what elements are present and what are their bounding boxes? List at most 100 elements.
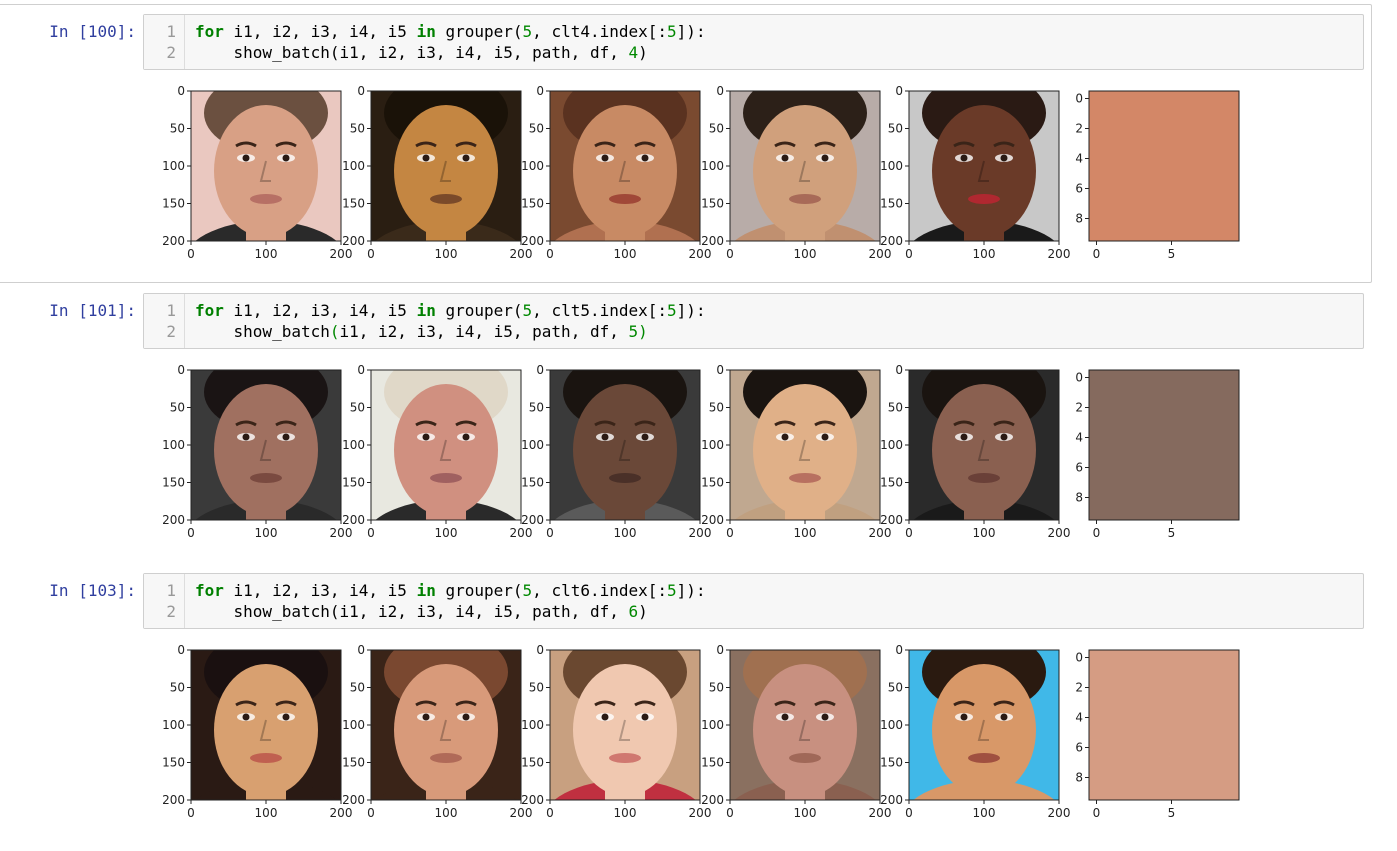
y-tick-label: 0 xyxy=(1075,92,1083,106)
x-tick-label: 100 xyxy=(614,247,637,261)
y-tick-label: 50 xyxy=(350,401,365,415)
y-tick-label: 0 xyxy=(536,643,544,657)
dominant-color-swatch: 0 2 4 6 8 0 5 xyxy=(1075,649,1240,820)
x-tick-label: 0 xyxy=(905,806,913,820)
code-text: , clt6.index[: xyxy=(532,581,668,600)
y-tick-label: 100 xyxy=(521,718,544,732)
x-tick-label: 100 xyxy=(435,526,458,540)
code-line[interactable]: show_batch(i1, i2, i3, i4, i5, path, df,… xyxy=(195,601,648,622)
x-tick-label: 0 xyxy=(726,806,734,820)
y-tick-label: 50 xyxy=(888,122,903,136)
cell-output: 0 50 100 150 200 0 100 200 0 50 100 150 200 0 100 200 0 5… xyxy=(143,77,1364,267)
code-line[interactable]: for i1, i2, i3, i4, i5 in grouper(5, clt… xyxy=(195,21,706,42)
x-tick-label: 200 xyxy=(689,247,712,261)
code-line[interactable]: show_batch(i1, i2, i3, i4, i5, path, df,… xyxy=(195,42,648,63)
y-tick-label: 50 xyxy=(350,681,365,695)
x-tick-label: 0 xyxy=(905,247,913,261)
code-editor[interactable]: 1 2 for i1, i2, i3, i4, i5 in grouper(5, c… xyxy=(143,14,1364,70)
y-tick-label: 50 xyxy=(888,401,903,415)
y-tick-label: 50 xyxy=(170,681,185,695)
code-editor[interactable]: 1 2 for i1, i2, i3, i4, i5 in grouper(5, c… xyxy=(143,293,1364,349)
y-tick-label: 0 xyxy=(895,363,903,377)
x-tick-label: 100 xyxy=(794,247,817,261)
code-line[interactable]: show_batch(i1, i2, i3, i4, i5, path, df,… xyxy=(195,321,648,342)
line-number: 1 xyxy=(166,581,176,600)
y-tick-label: 100 xyxy=(880,159,903,173)
y-tick-label: 2 xyxy=(1075,401,1083,415)
code-literal: 5 xyxy=(522,22,533,41)
face-young-man xyxy=(730,91,880,241)
line-number: 2 xyxy=(166,602,176,621)
y-tick-label: 100 xyxy=(162,159,185,173)
x-tick-label: 0 xyxy=(367,247,375,261)
line-number: 1 xyxy=(166,301,176,320)
y-tick-label: 150 xyxy=(162,476,185,490)
face-man-blurry xyxy=(730,650,880,800)
line-number: 2 xyxy=(166,43,176,62)
y-tick-label: 50 xyxy=(350,122,365,136)
y-tick-label: 200 xyxy=(521,513,544,527)
x-tick-label: 0 xyxy=(546,526,554,540)
x-tick-label: 200 xyxy=(1048,806,1071,820)
x-tick-label: 200 xyxy=(510,526,533,540)
code-text: show_batch xyxy=(195,322,330,341)
y-tick-label: 6 xyxy=(1075,182,1083,196)
y-tick-label: 50 xyxy=(709,401,724,415)
x-tick-label: 0 xyxy=(546,806,554,820)
face-man-blond xyxy=(371,370,521,520)
x-tick-label: 200 xyxy=(869,526,892,540)
y-tick-label: 100 xyxy=(701,718,724,732)
face-woman-smile xyxy=(550,91,700,241)
code-line[interactable]: for i1, i2, i3, i4, i5 in grouper(5, clt… xyxy=(195,580,706,601)
code-keyword: for xyxy=(195,22,224,41)
code-text: , clt4.index[: xyxy=(532,22,668,41)
y-tick-label: 0 xyxy=(357,643,365,657)
y-tick-label: 200 xyxy=(342,234,365,248)
line-number-gutter xyxy=(144,574,185,628)
y-tick-label: 150 xyxy=(342,476,365,490)
code-literal: 5 xyxy=(667,22,677,41)
face-man-beard xyxy=(371,91,521,241)
code-line[interactable]: for i1, i2, i3, i4, i5 in grouper(5, clt… xyxy=(195,300,706,321)
y-tick-label: 200 xyxy=(880,234,903,248)
x-tick-label: 200 xyxy=(869,806,892,820)
x-tick-label: 5 xyxy=(1168,526,1176,540)
y-tick-label: 0 xyxy=(1075,651,1083,665)
code-editor[interactable]: 1 2 for i1, i2, i3, i4, i5 in grouper(5, c… xyxy=(143,573,1364,629)
notebook-cell[interactable]: In [101]: 1 2 for i1, i2, i3, i4, i5 in gro… xyxy=(0,284,1372,556)
y-tick-label: 100 xyxy=(701,438,724,452)
code-literal: 5 xyxy=(522,581,533,600)
y-tick-label: 150 xyxy=(701,197,724,211)
y-tick-label: 0 xyxy=(716,363,724,377)
y-tick-label: 100 xyxy=(701,159,724,173)
y-tick-label: 100 xyxy=(162,438,185,452)
y-tick-label: 8 xyxy=(1075,491,1083,505)
y-tick-label: 200 xyxy=(521,234,544,248)
face-boy-smile xyxy=(909,650,1059,800)
y-tick-label: 100 xyxy=(342,718,365,732)
notebook-cell[interactable]: In [100]: 1 2 for i1, i2, i3, i4, i5 in gro… xyxy=(0,4,1372,283)
code-text: ) xyxy=(638,602,648,621)
y-tick-label: 150 xyxy=(701,476,724,490)
code-text: i1, i2, i3, i4, i5 xyxy=(223,301,417,320)
y-tick-label: 200 xyxy=(880,513,903,527)
y-tick-label: 100 xyxy=(342,159,365,173)
x-tick-label: 200 xyxy=(1048,526,1071,540)
y-tick-label: 8 xyxy=(1075,212,1083,226)
cell-output: 0 50 100 150 200 0 100 200 0 50 100 150 200 0 100 200 0 5… xyxy=(143,356,1364,546)
notebook-cell[interactable]: In [103]: 1 2 for i1, i2, i3, i4, i5 in gro… xyxy=(0,564,1372,836)
x-tick-label: 200 xyxy=(689,526,712,540)
x-tick-label: 0 xyxy=(905,526,913,540)
face-man-dark-mustache xyxy=(550,370,700,520)
x-tick-label: 0 xyxy=(367,526,375,540)
code-text: show_batch(i1, i2, i3, i4, i5, path, df, xyxy=(195,43,629,62)
